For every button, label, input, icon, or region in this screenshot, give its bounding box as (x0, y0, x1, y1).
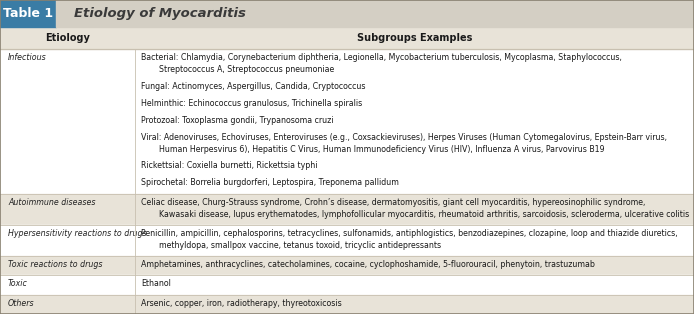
Bar (0, 295, 694, 314)
Text: Kawasaki disease, lupus erythematodes, lymphofollicular myocarditis, rheumatoid : Kawasaki disease, lupus erythematodes, l… (160, 209, 690, 219)
Text: Ethanol: Ethanol (142, 279, 171, 289)
Text: Penicillin, ampicillin, cephalosporins, tetracyclines, sulfonamids, antiphlogist: Penicillin, ampicillin, cephalosporins, … (142, 229, 678, 238)
Text: Helminthic: Echinococcus granulosus, Trichinella spiralis: Helminthic: Echinococcus granulosus, Tri… (142, 99, 362, 108)
Text: Arsenic, copper, iron, radiotherapy, thyreotoxicosis: Arsenic, copper, iron, radiotherapy, thy… (142, 299, 342, 308)
Text: Others: Others (8, 299, 35, 308)
Bar (0, 49, 694, 193)
Bar (56, 0, 694, 27)
Text: Bacterial: Chlamydia, Corynebacterium diphtheria, Legionella, Mycobacterium tube: Bacterial: Chlamydia, Corynebacterium di… (142, 53, 623, 62)
Bar (0, 193, 694, 225)
Text: Human Herpesvirus 6), Hepatitis C Virus, Human Immunodeficiency Virus (HIV), Inf: Human Herpesvirus 6), Hepatitis C Virus,… (160, 144, 605, 154)
Text: Rickettsial: Coxiella burnetti, Rickettsia typhi: Rickettsial: Coxiella burnetti, Ricketts… (142, 161, 318, 171)
Text: Viral: Adenoviruses, Echoviruses, Enteroviruses (e.g., Coxsackieviruses), Herpes: Viral: Adenoviruses, Echoviruses, Entero… (142, 133, 668, 142)
Text: Subgroups Examples: Subgroups Examples (357, 33, 473, 43)
Text: Fungal: Actinomyces, Aspergillus, Candida, Cryptococcus: Fungal: Actinomyces, Aspergillus, Candid… (142, 82, 366, 91)
Bar (0, 49, 694, 314)
Text: Celiac disease, Churg-Strauss syndrome, Crohn’s disease, dermatomyositis, giant : Celiac disease, Churg-Strauss syndrome, … (142, 198, 645, 207)
Text: methyldopa, smallpox vaccine, tetanus toxoid, tricyclic antidepressants: methyldopa, smallpox vaccine, tetanus to… (160, 241, 441, 250)
Text: Protozoal: Toxoplasma gondii, Trypanosoma cruzi: Protozoal: Toxoplasma gondii, Trypanosom… (142, 116, 334, 125)
Text: Amphetamines, anthracyclines, catecholamines, cocaine, cyclophoshamide, 5-fluoro: Amphetamines, anthracyclines, catecholam… (142, 260, 595, 269)
Text: Spirochetal: Borrelia burgdorferi, Leptospira, Treponema pallidum: Spirochetal: Borrelia burgdorferi, Lepto… (142, 178, 399, 187)
Text: Table 1: Table 1 (3, 7, 53, 20)
Text: Autoimmune diseases: Autoimmune diseases (8, 198, 96, 207)
Bar (0, 0, 56, 27)
Bar (0, 225, 694, 256)
Text: Toxic: Toxic (8, 279, 28, 289)
Bar (0, 256, 694, 275)
Text: Etiology: Etiology (45, 33, 90, 43)
Text: Infectious: Infectious (8, 53, 46, 62)
Text: Hypersensitivity reactions to drugs: Hypersensitivity reactions to drugs (8, 229, 146, 238)
Bar (0, 27, 694, 49)
Bar (0, 275, 694, 295)
Text: Etiology of Myocarditis: Etiology of Myocarditis (74, 7, 246, 20)
Text: Streptococcus A, Streptococcus pneumoniae: Streptococcus A, Streptococcus pneumonia… (160, 65, 335, 74)
Text: Toxic reactions to drugs: Toxic reactions to drugs (8, 260, 103, 269)
